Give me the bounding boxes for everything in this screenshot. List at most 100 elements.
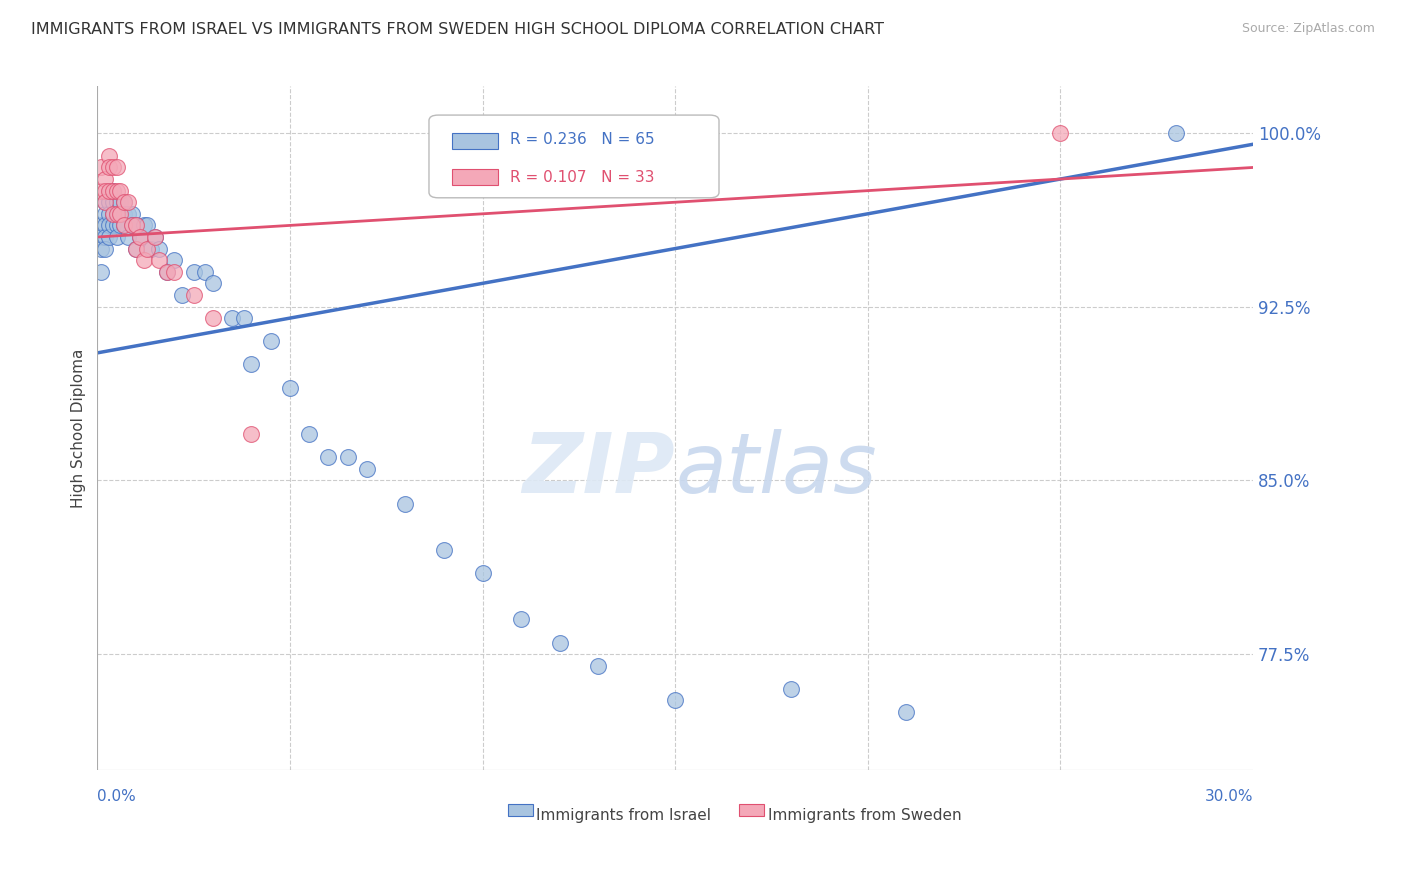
Point [510, 612, 533, 626]
Point [163, 265, 186, 279]
Bar [738, 804, 763, 816]
Point [433, 542, 456, 557]
Point [97, 149, 120, 163]
Point [260, 334, 283, 349]
Point [121, 219, 143, 233]
Point [318, 450, 340, 465]
Point [90, 265, 112, 279]
Point [110, 207, 132, 221]
Point [97, 230, 120, 244]
Point [105, 207, 128, 221]
Point [101, 184, 124, 198]
Point [183, 265, 205, 279]
Point [101, 184, 124, 198]
Point [105, 184, 128, 198]
Point [94, 230, 117, 244]
Point [156, 265, 179, 279]
Point [90, 242, 112, 256]
Point [121, 207, 143, 221]
Point [394, 496, 416, 510]
Y-axis label: High School Diploma: High School Diploma [72, 349, 86, 508]
Point [1049, 126, 1071, 140]
Point [148, 253, 170, 268]
Point [94, 195, 117, 210]
Point [201, 311, 224, 326]
Point [101, 219, 124, 233]
Text: R = 0.236   N = 65: R = 0.236 N = 65 [510, 132, 654, 147]
Text: IMMIGRANTS FROM ISRAEL VS IMMIGRANTS FROM SWEDEN HIGH SCHOOL DIPLOMA CORRELATION: IMMIGRANTS FROM ISRAEL VS IMMIGRANTS FRO… [31, 22, 884, 37]
Point [278, 381, 301, 395]
Point [201, 277, 224, 291]
Point [97, 195, 120, 210]
Point [117, 207, 139, 221]
Point [101, 195, 124, 210]
Point [141, 242, 163, 256]
Point [97, 184, 120, 198]
Point [97, 207, 120, 221]
Text: Source: ZipAtlas.com: Source: ZipAtlas.com [1241, 22, 1375, 36]
Point [548, 635, 571, 649]
Point [112, 195, 135, 210]
Text: atlas: atlas [675, 429, 877, 509]
Point [148, 242, 170, 256]
FancyBboxPatch shape [429, 115, 718, 198]
Point [94, 207, 117, 221]
Point [97, 219, 120, 233]
Point [105, 195, 128, 210]
Point [121, 219, 143, 233]
Point [172, 288, 194, 302]
Point [183, 288, 205, 302]
Point [240, 358, 263, 372]
Point [136, 242, 159, 256]
Point [1164, 126, 1187, 140]
Text: ZIP: ZIP [523, 429, 675, 509]
Point [117, 230, 139, 244]
Point [156, 265, 179, 279]
Point [128, 230, 150, 244]
Point [664, 693, 686, 707]
Point [112, 219, 135, 233]
Point [125, 242, 148, 256]
Point [194, 265, 217, 279]
Point [105, 230, 128, 244]
Point [105, 207, 128, 221]
Point [94, 219, 117, 233]
Point [471, 566, 494, 580]
Point [112, 219, 135, 233]
Point [110, 219, 132, 233]
Text: Immigrants from Israel: Immigrants from Israel [537, 808, 711, 823]
Point [136, 219, 159, 233]
Bar [453, 133, 498, 149]
Point [132, 219, 155, 233]
Point [232, 311, 254, 326]
Point [90, 161, 112, 175]
Point [101, 207, 124, 221]
Point [143, 230, 166, 244]
Point [90, 219, 112, 233]
Point [128, 230, 150, 244]
Point [779, 681, 801, 696]
Point [125, 242, 148, 256]
Point [94, 172, 117, 186]
Text: Immigrants from Sweden: Immigrants from Sweden [768, 808, 962, 823]
Point [163, 253, 186, 268]
Point [112, 195, 135, 210]
Text: 30.0%: 30.0% [1205, 789, 1253, 804]
Point [101, 161, 124, 175]
Point [125, 219, 148, 233]
Point [97, 161, 120, 175]
Point [221, 311, 243, 326]
Point [336, 450, 359, 465]
Point [356, 461, 378, 475]
Point [896, 705, 918, 719]
Point [94, 242, 117, 256]
Point [105, 219, 128, 233]
Point [112, 207, 135, 221]
Point [101, 207, 124, 221]
Point [110, 184, 132, 198]
Text: 0.0%: 0.0% [97, 789, 136, 804]
Point [94, 195, 117, 210]
Text: R = 0.107   N = 33: R = 0.107 N = 33 [510, 170, 654, 186]
Point [94, 184, 117, 198]
Point [132, 253, 155, 268]
